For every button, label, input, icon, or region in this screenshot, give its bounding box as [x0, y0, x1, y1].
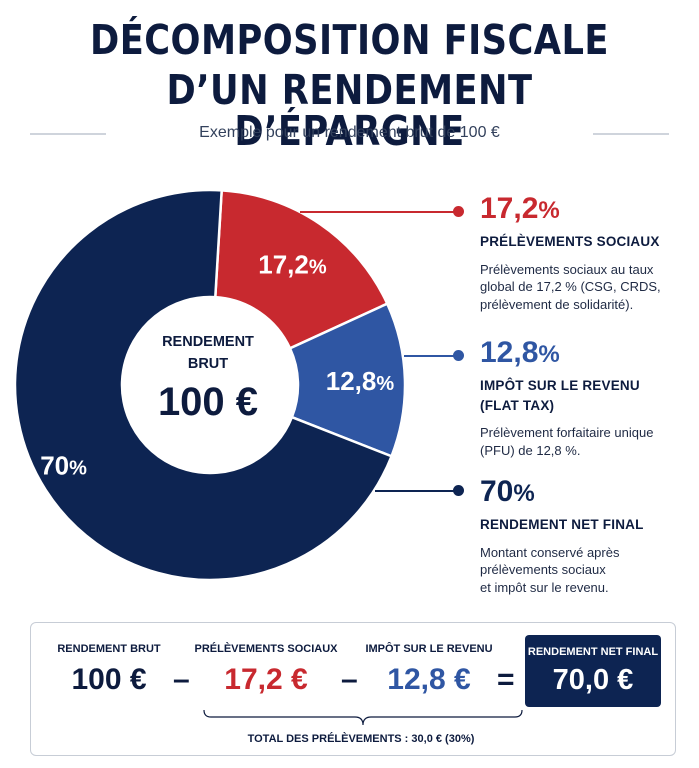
summary-ir-value: 12,8 €: [387, 663, 471, 696]
legend-description: Prélèvement forfaitaire unique (PFU) de 1…: [480, 425, 654, 458]
minus-operator: –: [341, 663, 358, 696]
donut-chart: 17,2% 12,8% 70% RENDEMENT BRUT 100 €: [13, 188, 407, 582]
net-final-box: RENDEMENT NET FINAL 70,0 €: [525, 635, 661, 707]
slice-label-2: 70%: [40, 451, 87, 481]
center-value: 100 €: [158, 380, 258, 424]
leader-line-prelevements: [300, 211, 457, 213]
summary-brut-value: 100 €: [71, 663, 147, 696]
summary-ps-label: PRÉLÈVEMENTS SOCIAUX: [194, 643, 338, 655]
center-label-line-1: RENDEMENT: [162, 334, 254, 350]
total-brace: [203, 709, 523, 726]
slice-label-1: 12,8%: [326, 366, 395, 396]
equals-operator: =: [497, 663, 515, 696]
legend-description: Prélèvements sociaux au taux global de 17…: [480, 261, 661, 312]
net-final-label: RENDEMENT NET FINAL: [527, 646, 659, 658]
leader-dot-impot: [453, 350, 464, 361]
center-label-line-2: BRUT: [188, 356, 228, 372]
subtitle-row: Exemple pour un rendement brut de 100 €: [0, 122, 699, 148]
legend-block-net: 70% RENDEMENT NET FINAL Montant conservé…: [480, 477, 695, 596]
total-prelevements: TOTAL DES PRÉLÈVEMENTS : 30,0 € (30%): [247, 733, 475, 745]
page-title-line-2: D’UN RENDEMENT D’ÉPARGNE: [166, 66, 533, 155]
minus-operator: –: [173, 663, 190, 696]
leader-dot-prelevements: [453, 206, 464, 217]
legend-block-prelevements: 17,2% PRÉLÈVEMENTS SOCIAUX Prélèvements …: [480, 194, 695, 313]
legend-pct: 70%: [480, 475, 535, 508]
page-title-line-1: DÉCOMPOSITION FISCALE: [90, 16, 609, 64]
legend-block-impot: 12,8% IMPÔT SUR LE REVENU (FLAT TAX) Prél…: [480, 338, 695, 459]
subtitle-rule-left: [30, 133, 106, 135]
subtitle-rule-right: [593, 133, 669, 135]
legend-pct: 17,2%: [480, 192, 560, 225]
summary-box: RENDEMENT BRUT 100 € – PRÉLÈVEMENTS SOCI…: [30, 622, 676, 756]
summary-brut-label: RENDEMENT BRUT: [57, 643, 161, 655]
summary-ir-label: IMPÔT SUR LE REVENU: [365, 643, 493, 655]
legend-title: IMPÔT SUR LE REVENU (FLAT TAX): [480, 378, 640, 413]
summary-ps-value: 17,2 €: [224, 663, 308, 696]
subtitle: Exemple pour un rendement brut de 100 €: [199, 124, 500, 141]
legend-description: Montant conservé après prélèvements socia…: [480, 544, 620, 595]
net-final-value: 70,0 €: [552, 664, 634, 696]
legend-title: RENDEMENT NET FINAL: [480, 517, 644, 532]
slice-label-0: 17,2%: [258, 250, 327, 280]
donut-hole: [122, 297, 298, 473]
legend-title: PRÉLÈVEMENTS SOCIAUX: [480, 234, 660, 249]
leader-line-impot: [404, 355, 457, 357]
leader-line-net: [375, 490, 457, 492]
legend-pct: 12,8%: [480, 336, 560, 369]
leader-dot-net: [453, 485, 464, 496]
